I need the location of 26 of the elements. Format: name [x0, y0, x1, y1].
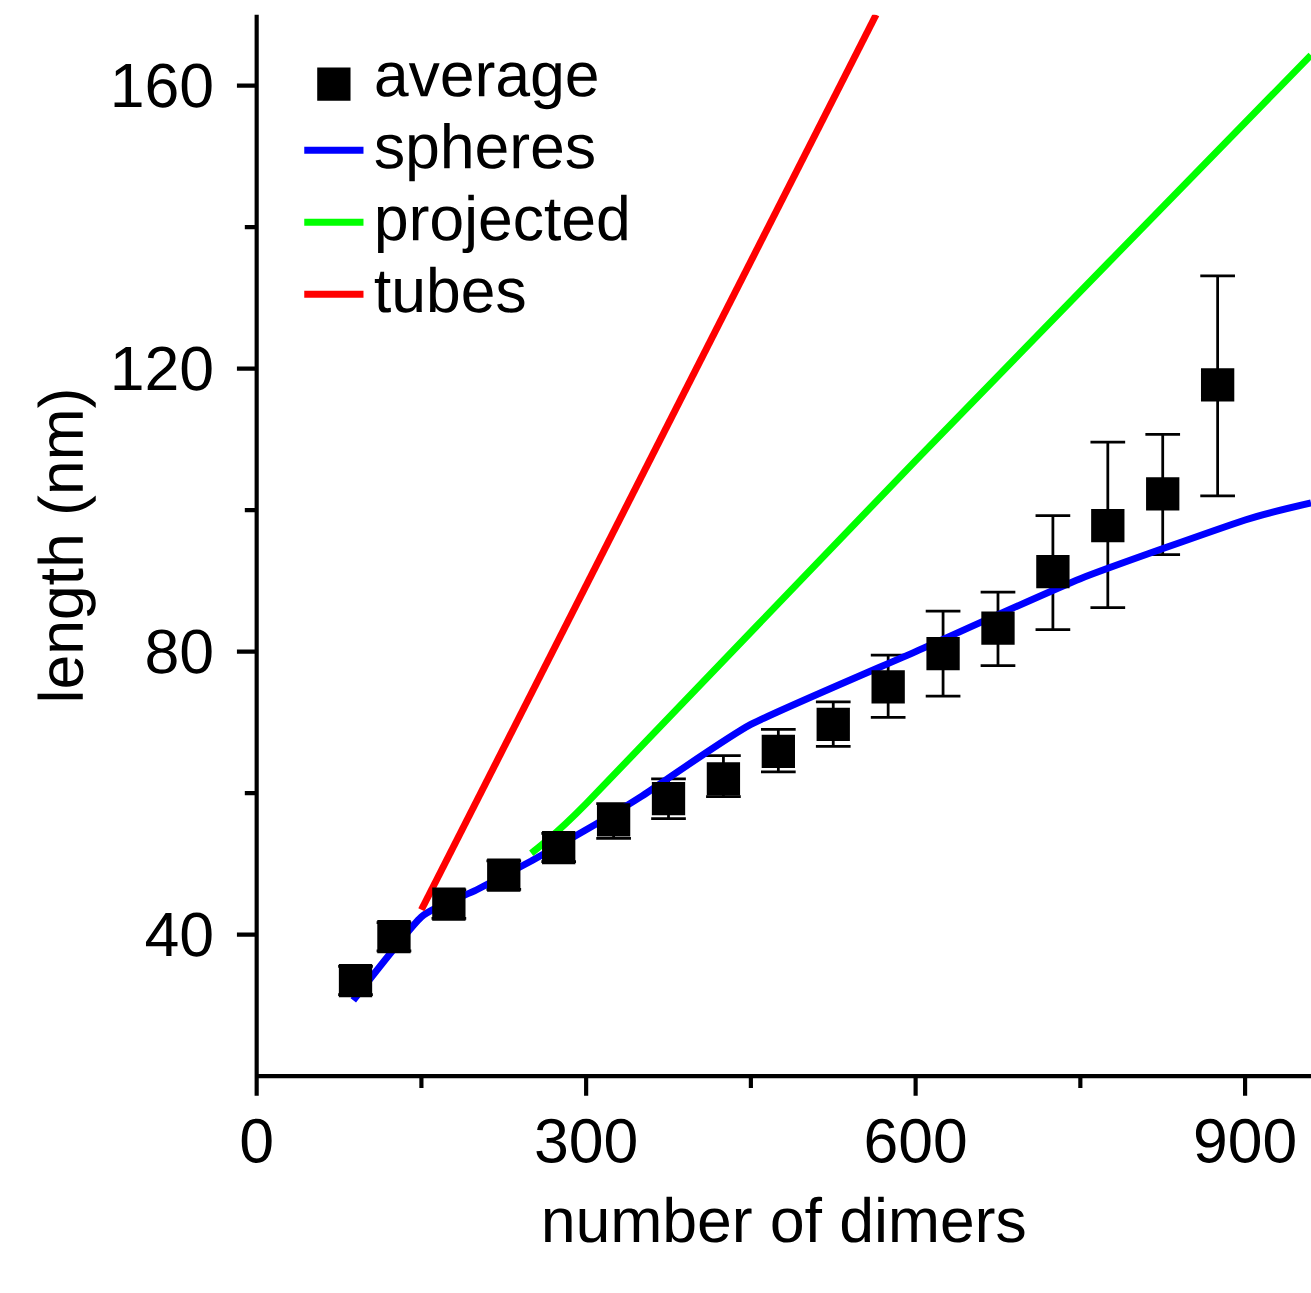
point [542, 830, 576, 865]
point [1200, 368, 1235, 402]
x-tick-label: 900 [1195, 1118, 1295, 1163]
point [432, 887, 466, 921]
legend-label: projected [377, 194, 627, 253]
point [981, 611, 1015, 645]
point [926, 636, 960, 671]
y-axis-title: length (nm) [37, 391, 96, 700]
point [816, 707, 850, 741]
y-tick-label: 160 [114, 63, 212, 108]
point [1091, 508, 1125, 543]
x-tick-label: 300 [536, 1118, 636, 1163]
point [338, 963, 373, 998]
x-tick-label: 600 [866, 1118, 966, 1163]
y-tick-label: 120 [114, 346, 212, 391]
x-tick-label: 0 [241, 1118, 272, 1163]
y-tick-label: 80 [147, 629, 212, 674]
point [1036, 554, 1070, 589]
point [1146, 477, 1180, 511]
x-axis-title: number of dimers [544, 1196, 1025, 1243]
y-tick-label: 40 [145, 912, 212, 957]
legend-label: spheres [375, 122, 594, 182]
point [871, 670, 905, 704]
point [761, 734, 795, 768]
legend-label: tubes [374, 266, 525, 313]
legend-label: average [376, 62, 597, 110]
